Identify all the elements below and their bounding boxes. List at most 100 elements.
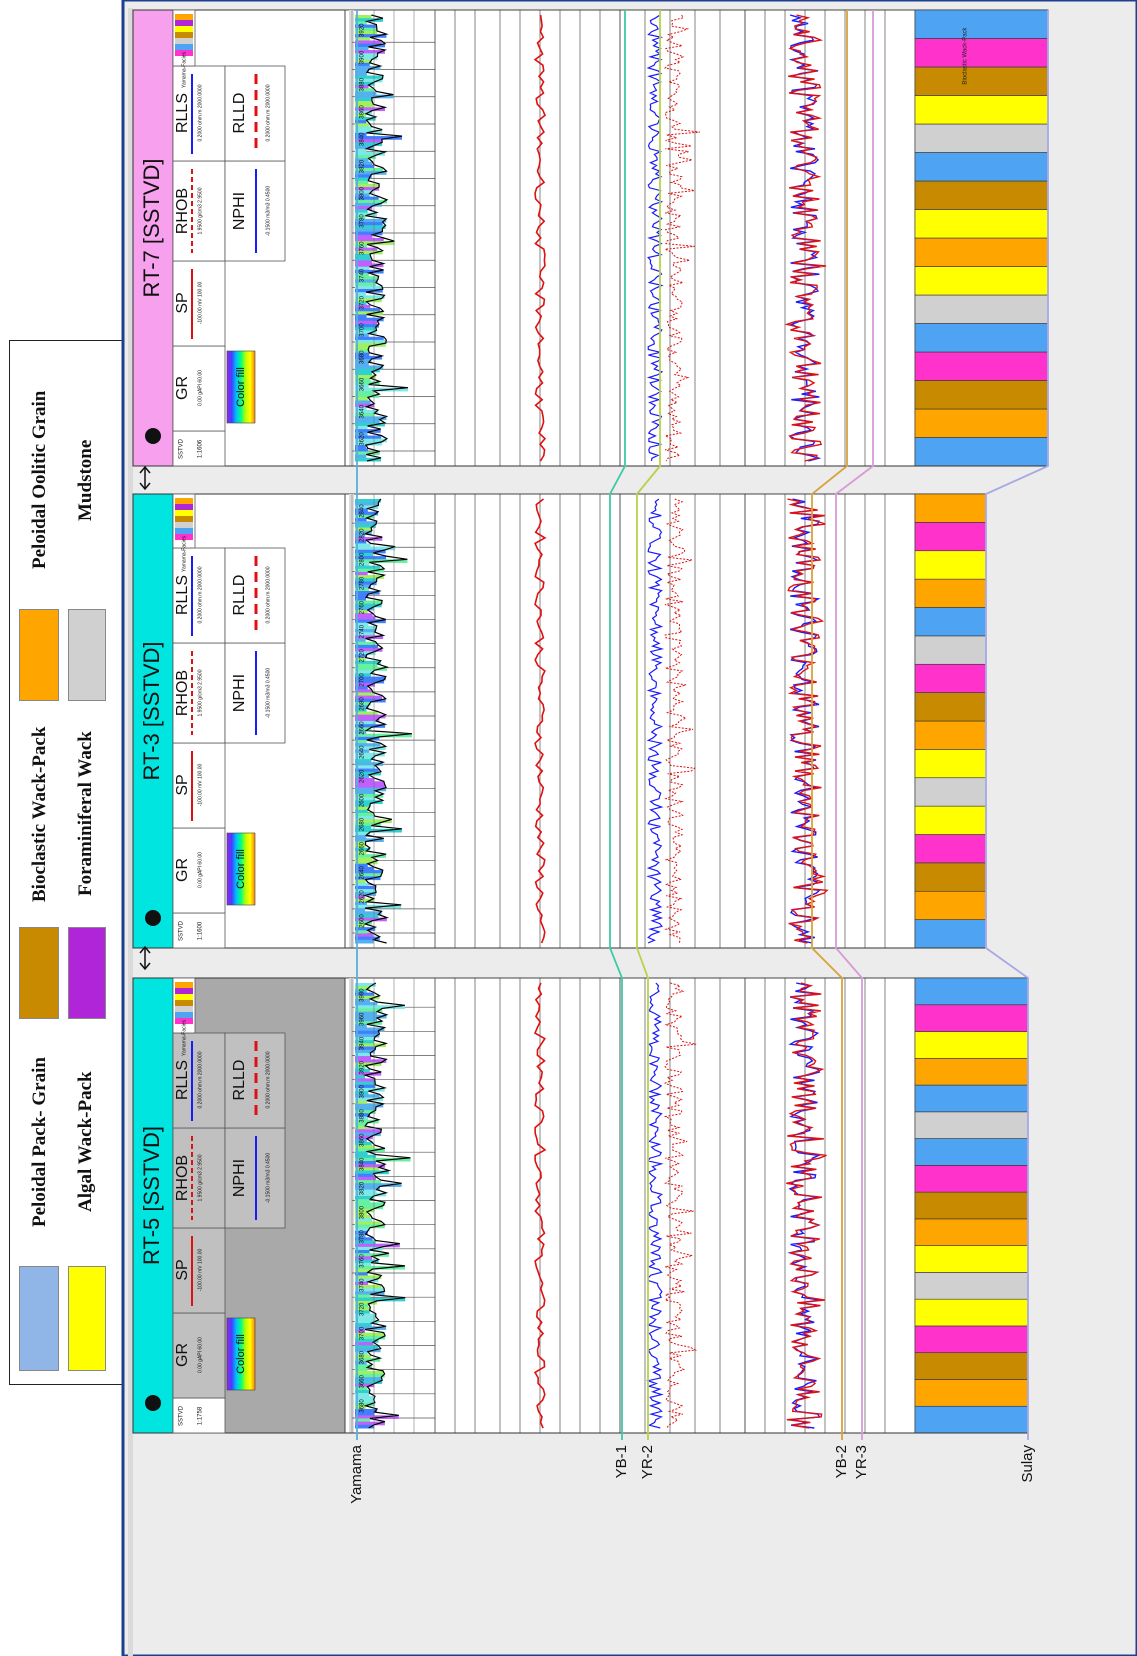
facies-block bbox=[914, 1084, 1029, 1113]
gr-fill-segment bbox=[355, 901, 367, 906]
horizon-label-yb-2: YB-2 bbox=[833, 1445, 850, 1478]
facies-block bbox=[914, 1325, 1029, 1354]
gr-fill-segment bbox=[355, 1259, 379, 1264]
facies-block bbox=[914, 777, 987, 807]
gr-fill-segment bbox=[355, 759, 372, 763]
gr-fill-segment bbox=[355, 1097, 384, 1102]
gr-fill-segment bbox=[355, 870, 383, 874]
gr-fill-segment bbox=[355, 1288, 385, 1292]
gr-fill-segment bbox=[355, 1386, 368, 1391]
gr-fill-segment bbox=[355, 1002, 378, 1006]
facies-block bbox=[914, 1405, 1029, 1434]
gr-fill-segment bbox=[355, 863, 368, 868]
facies-legend: Peloidal Pack- Grain Algal Wack-Pack Bio… bbox=[9, 340, 127, 1385]
depth-tick-label: 3740 bbox=[360, 268, 366, 282]
depth-scale-label: 1:1758 bbox=[198, 1406, 204, 1425]
depth-tick-label: 3700 bbox=[360, 323, 366, 337]
gr-fill-segment bbox=[355, 1380, 383, 1384]
gr-fill-segment bbox=[355, 56, 378, 61]
facies-block bbox=[914, 294, 1049, 324]
gr-fill-segment bbox=[355, 832, 371, 836]
gr-fill-segment bbox=[355, 1329, 366, 1334]
gr-fill-segment bbox=[355, 679, 385, 684]
depth-header-label: SSTVD bbox=[179, 438, 185, 459]
gr-fill-segment bbox=[355, 1211, 367, 1216]
gr-fill-segment bbox=[355, 682, 376, 687]
facies-block bbox=[914, 919, 987, 949]
facies-block bbox=[914, 380, 1049, 410]
gr-fill-segment bbox=[355, 565, 381, 570]
gr-fill-segment bbox=[355, 673, 371, 678]
gr-fill-segment bbox=[355, 145, 374, 150]
gr-fill-segment bbox=[355, 787, 387, 792]
gr-fill-segment bbox=[355, 508, 368, 513]
gr-fill-segment bbox=[355, 75, 383, 80]
gr-header bbox=[172, 827, 226, 914]
gr-fill-segment bbox=[355, 228, 383, 233]
gr-fill-segment bbox=[355, 374, 376, 379]
depth-tick-label: 3880 bbox=[360, 1109, 366, 1123]
rlld-curve bbox=[787, 498, 829, 944]
rhob-header-label: RHOB bbox=[174, 670, 191, 716]
gr-fill-segment bbox=[355, 183, 380, 188]
gr-fill-segment bbox=[355, 1373, 385, 1378]
gr-fill-segment bbox=[355, 1119, 379, 1124]
gr-fill-segment bbox=[355, 613, 373, 617]
gr-fill-segment bbox=[355, 1234, 366, 1238]
legend-swatch-peloidal-pack-grain bbox=[19, 1266, 59, 1371]
nphi-curve bbox=[646, 14, 664, 462]
gr-fill-segment bbox=[355, 600, 383, 605]
gr-fill-segment bbox=[355, 136, 402, 140]
gr-fill-segment bbox=[355, 43, 385, 48]
gr-fill-segment bbox=[355, 27, 377, 32]
gr-fill-segment bbox=[355, 21, 367, 26]
depth-tick-label: 3760 bbox=[360, 1254, 366, 1268]
gr-fill-segment bbox=[355, 202, 382, 207]
gr-fill-segment bbox=[355, 139, 382, 143]
gr-fill-segment bbox=[355, 1284, 382, 1289]
gr-fill-segment bbox=[355, 857, 373, 862]
facies-block bbox=[914, 522, 987, 552]
gr-fill-segment bbox=[355, 597, 367, 601]
facies-block bbox=[914, 663, 987, 693]
depth-tick-label: 3660 bbox=[360, 377, 366, 391]
gr-fill-segment bbox=[355, 537, 383, 541]
gr-fill-segment bbox=[355, 257, 371, 261]
gr-fill-segment bbox=[355, 511, 379, 516]
facies-block bbox=[914, 437, 1049, 467]
gr-fill-segment bbox=[355, 1170, 389, 1175]
gr-fill-segment bbox=[355, 416, 387, 421]
gr-fill-segment bbox=[355, 1113, 371, 1117]
gr-fill-segment bbox=[355, 866, 374, 871]
gr-fill-segment bbox=[355, 288, 383, 293]
nphi-header-label: NPHI bbox=[231, 1159, 248, 1197]
gr-fill-segment bbox=[355, 88, 374, 92]
gr-fill-segment bbox=[355, 142, 383, 147]
depth-tick-label: 2620 bbox=[360, 769, 366, 783]
gr-fill-segment bbox=[355, 279, 378, 284]
gr-fill-segment bbox=[355, 263, 384, 268]
horizon-line-yb-2 bbox=[811, 10, 848, 1440]
facies-block bbox=[914, 1218, 1029, 1246]
gr-fill-segment bbox=[355, 730, 367, 735]
depth-tick-label: 3700 bbox=[360, 1326, 366, 1340]
gr-fill-segment bbox=[355, 1367, 368, 1372]
nphi-scale-label: -0.1500 m3/m3 0.4500 bbox=[265, 186, 271, 237]
facies-block bbox=[914, 1245, 1029, 1273]
gr-fill-segment bbox=[355, 727, 372, 732]
gr-fill-segment bbox=[355, 161, 373, 166]
gr-color-fill-swatch bbox=[226, 832, 256, 906]
depth-header bbox=[172, 430, 226, 467]
gr-fill-segment bbox=[355, 180, 369, 185]
depth-tick-label: 2620 bbox=[360, 890, 366, 904]
gr-fill-segment bbox=[355, 714, 386, 719]
facies-block bbox=[914, 1004, 1029, 1032]
depth-tick-label: 2720 bbox=[360, 648, 366, 662]
left-strip bbox=[128, 8, 133, 1656]
gr-fill-segment bbox=[355, 822, 381, 827]
gr-fill-segment bbox=[355, 733, 412, 738]
well-title-bar bbox=[132, 977, 174, 1434]
gr-fill-segment bbox=[355, 120, 367, 124]
gr-fill-segment bbox=[355, 575, 385, 579]
gr-fill-segment bbox=[355, 187, 380, 191]
